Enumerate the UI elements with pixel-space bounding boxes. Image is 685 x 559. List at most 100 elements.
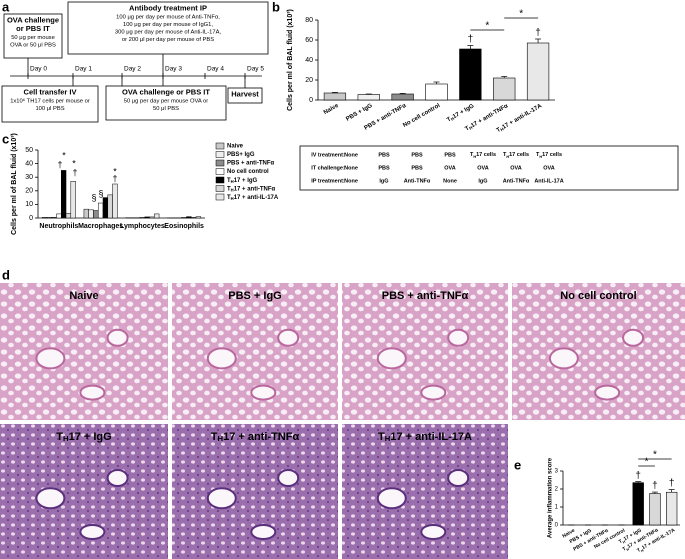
subscript: H xyxy=(473,155,476,159)
text-part: T xyxy=(211,431,218,443)
y-tick-label: 3 xyxy=(555,469,559,475)
y-tick-label: 0 xyxy=(29,215,33,222)
bar xyxy=(425,83,448,101)
table-cell: OVA xyxy=(444,165,456,171)
panel-letter: e xyxy=(514,457,521,472)
airway xyxy=(548,347,579,370)
table-cell: TH17 cells xyxy=(536,152,562,159)
y-tick-label: 0 xyxy=(309,97,313,104)
histology-image xyxy=(342,424,508,559)
bar xyxy=(51,217,57,219)
histology-image xyxy=(0,424,168,559)
bar xyxy=(65,212,72,219)
legend-swatch xyxy=(215,193,225,201)
histology-label: Naive xyxy=(69,290,98,302)
table-cell: IV treatment: xyxy=(311,152,345,158)
y-tick-label: 60 xyxy=(305,37,313,44)
airway xyxy=(35,487,66,510)
y-tick-label: 2 xyxy=(555,487,559,493)
subscript: H xyxy=(231,179,234,184)
panel-letter: a xyxy=(2,0,10,14)
bar xyxy=(83,208,89,219)
table-cell: PBS xyxy=(411,152,423,158)
significance-label: * xyxy=(485,21,489,32)
box-title: OVA challenge xyxy=(7,15,59,24)
box-text: or 200 μl per day per mouse of PBS xyxy=(122,37,214,43)
box-text: 100 μl PBS xyxy=(35,106,64,112)
box-text: OVA or 50 μl PBS xyxy=(10,43,56,49)
bar xyxy=(459,48,482,101)
legend-swatch xyxy=(215,142,225,150)
bar xyxy=(88,209,94,219)
airway xyxy=(376,487,407,510)
table-cell: Anti-TNFα xyxy=(404,178,431,184)
airway xyxy=(277,469,300,487)
table-cell: OVA xyxy=(510,165,522,171)
airway xyxy=(447,469,470,487)
bar xyxy=(493,77,516,101)
bar xyxy=(186,216,192,219)
box-text: 100 μg per day per mouse of IgG1, xyxy=(123,22,213,28)
subscript: H xyxy=(63,434,69,443)
subscript: H xyxy=(231,188,234,193)
text-part: 17 cells xyxy=(509,152,529,158)
text-part: 17 + IgG xyxy=(69,431,112,443)
text-part: 17 + anti-TNFα xyxy=(223,431,299,443)
box-text: 50 μg per mouse xyxy=(11,35,55,41)
annotation: † xyxy=(112,173,117,183)
histology-image xyxy=(342,283,508,420)
table-cell: OVA xyxy=(543,165,555,171)
bar xyxy=(112,183,118,219)
subscript: H xyxy=(539,155,542,159)
subscript: H xyxy=(450,116,455,122)
timeline-box xyxy=(105,85,227,121)
y-tick-label: 40 xyxy=(25,160,33,167)
bar xyxy=(323,92,347,101)
table-cell: TH17 cells xyxy=(470,152,496,159)
y-tick-label: 80 xyxy=(305,17,313,24)
table-cell: PBS xyxy=(378,165,390,171)
bar xyxy=(93,210,99,219)
bar xyxy=(391,93,414,101)
day-label: Day 1 xyxy=(75,66,92,73)
y-tick-label: 50 xyxy=(25,147,33,154)
text-part: 17 + anti-IL-17A xyxy=(390,431,472,443)
histology-label: PBS + IgG xyxy=(228,290,282,302)
marker: † xyxy=(535,28,541,39)
bar xyxy=(70,181,76,219)
timeline-box xyxy=(227,87,263,104)
histology-label: TH17 + anti-IL-17A xyxy=(378,431,472,443)
airway xyxy=(250,524,277,540)
table-cell: None xyxy=(344,152,358,158)
airway xyxy=(376,347,407,370)
day-label: Day 0 xyxy=(30,66,47,73)
box-text: 50 μl PBS xyxy=(153,106,179,112)
legend-swatch xyxy=(215,176,225,184)
subscript: H xyxy=(499,126,504,132)
text-part: 17 + IgG xyxy=(452,103,476,120)
text-part: T xyxy=(536,152,540,158)
airway xyxy=(79,524,106,540)
text-part: T xyxy=(227,178,231,184)
histology-image xyxy=(0,283,168,420)
timeline-box xyxy=(3,13,63,59)
x-tick-label: Lymphocytes xyxy=(120,223,165,230)
legend-label: No cell control xyxy=(227,169,269,175)
annotation: * xyxy=(113,166,117,176)
airway xyxy=(447,328,470,347)
table-cell: IgG xyxy=(379,178,388,184)
subscript: H xyxy=(626,547,631,552)
y-tick-label: 30 xyxy=(25,174,33,181)
airway xyxy=(420,384,447,401)
text-part: T xyxy=(636,548,642,555)
histology-label: No cell control xyxy=(560,290,636,302)
panel-letter: c xyxy=(2,131,9,146)
subscript: H xyxy=(231,196,234,201)
text-part: T xyxy=(446,116,452,123)
table-border xyxy=(299,145,679,191)
annotation: † xyxy=(57,159,62,169)
bar xyxy=(107,194,113,219)
text-part: T xyxy=(227,195,231,201)
box-title: Antibody treatment IP xyxy=(129,3,207,12)
